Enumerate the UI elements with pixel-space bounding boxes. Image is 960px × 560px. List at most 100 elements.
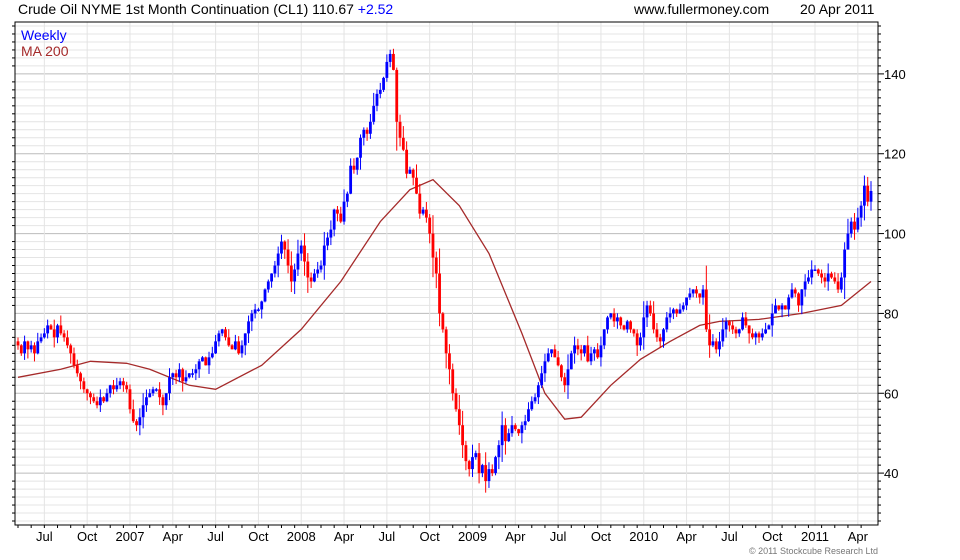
candle-body [596,349,600,358]
candle-up [846,218,850,250]
candle-up [480,463,484,478]
candle-body [181,369,185,382]
candle-body [457,409,461,426]
candle-body [378,89,382,94]
candle-down [237,336,241,355]
candle-down [734,326,738,339]
candle-body [227,337,231,346]
candle-body [418,193,422,214]
candle-down [629,320,632,333]
candle-up [207,351,211,374]
candle-body [322,245,326,266]
candle-body [201,357,204,362]
candle-body [859,205,863,218]
candle-down [793,287,797,298]
candle-down [283,240,287,259]
candle-down [112,379,115,395]
y-tick-label: 40 [884,466,898,481]
candle-up [299,240,303,261]
candle-down [553,344,557,358]
candle-down [517,428,521,436]
candle-body [642,317,646,338]
candle-up [754,331,758,345]
candle-up [599,336,603,367]
candle-body [184,377,188,382]
candle-body [708,329,712,346]
candle-body [477,453,481,474]
candle-body [619,317,623,326]
candle-body [863,185,866,206]
candle-body [174,373,178,378]
candle-up [154,387,158,392]
candle-down [230,344,234,350]
candle-body [546,353,550,362]
candle-body [207,357,211,366]
candle-down [121,377,125,392]
candle-down [622,324,626,331]
candle-down [461,410,465,459]
candle-body [573,345,576,354]
candle-up [701,285,705,305]
candle-body [29,345,33,350]
x-tick-label: Oct [248,529,269,544]
candle-down [131,399,135,423]
candle-up [23,335,26,360]
candle-body [75,365,79,374]
candle-up [385,54,389,82]
candle-body [194,369,198,374]
candle-up [359,134,362,170]
candle-down [33,342,36,362]
candle-body [553,349,557,358]
candle-body [744,317,748,326]
candle-body [757,333,761,338]
site-url[interactable]: www.fullermoney.com [633,1,769,17]
candle-down [451,363,455,401]
candle-body [833,277,837,282]
candle-body [217,333,221,342]
candle-body [46,325,50,334]
candle-up [253,303,257,319]
candle-up [184,370,188,384]
candle-body [266,281,270,290]
candle-body [151,389,155,394]
candle-up [764,322,768,335]
candle-down [652,301,656,334]
candle-body [280,241,283,254]
candle-down [66,330,69,349]
candle-body [606,317,609,330]
candle-body [375,93,379,106]
candle-body [243,333,247,346]
candle-body [168,377,171,394]
candle-body [665,317,669,330]
candle-body [563,377,567,386]
candle-body [411,169,415,178]
x-tick-label: Jul [721,529,738,544]
candle-down [563,372,567,393]
candle-body [662,329,665,342]
candle-body [359,137,362,158]
candle-body [247,321,250,334]
candle-up [711,334,715,348]
candle-body [856,217,860,230]
candle-body [135,421,138,426]
candle-body [583,345,586,354]
candle-body [658,337,662,342]
candle-down [52,319,56,348]
candle-body [760,333,764,338]
candle-body [296,253,300,270]
candle-down [339,206,343,224]
candle-body [741,317,744,330]
candle-down [398,114,402,147]
candle-up [573,336,576,364]
candle-up [345,191,349,208]
candle-up [540,365,544,389]
candle-body [428,217,432,234]
y-tick-label: 80 [884,306,898,321]
candle-body [197,361,201,370]
candle-body [89,393,92,398]
candle-up [523,414,527,430]
candle-up [774,298,777,314]
candle-body [793,289,797,294]
candle-up [688,287,692,300]
candle-body [36,341,40,354]
